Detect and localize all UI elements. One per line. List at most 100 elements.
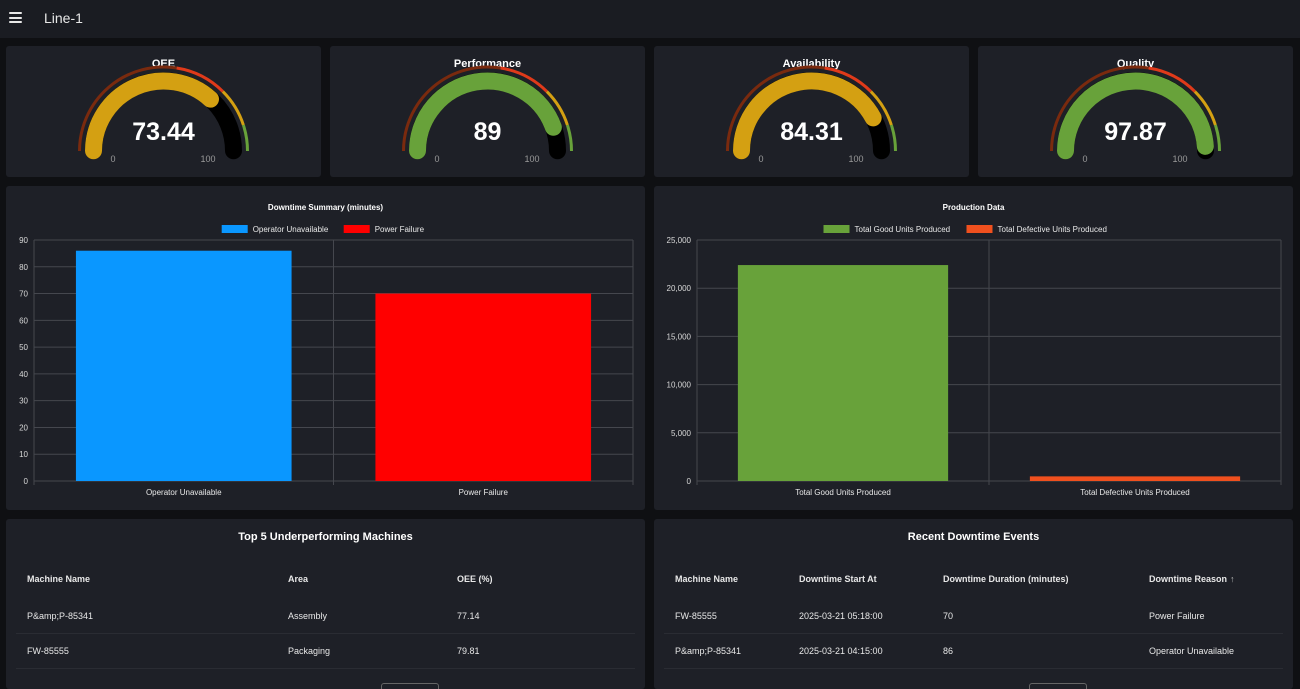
gauge-quality: 97.87 0 100 xyxy=(1050,65,1221,164)
arrow-up-icon[interactable]: ↑ xyxy=(1230,574,1235,584)
legend-swatch xyxy=(966,225,993,233)
gauge-band-segment xyxy=(1193,90,1217,126)
gauge-max-label: 100 xyxy=(524,154,539,164)
gauge-max-label: 100 xyxy=(200,154,215,164)
gauge-value-arc xyxy=(1057,72,1214,160)
gauge-band-segment xyxy=(726,65,825,152)
table-row[interactable]: FW-85555 Packaging 79.81 xyxy=(16,633,635,669)
legend-label: Total Defective Units Produced xyxy=(998,225,1107,234)
column-header-label: Downtime Reason xyxy=(1149,574,1228,584)
table-header-row: Machine Name Area OEE (%) xyxy=(16,559,635,599)
gauge-max-label: 100 xyxy=(848,154,863,164)
gauge-band-segment xyxy=(402,65,501,152)
gauge-panel-quality: Quality 97.87 0 100 xyxy=(978,46,1293,177)
pagination-control[interactable] xyxy=(1029,683,1087,689)
underperforming-machines-panel: Top 5 Underperforming Machines Machine N… xyxy=(6,519,645,689)
gauge-band-segment xyxy=(221,90,245,126)
column-header[interactable]: OEE (%) xyxy=(457,574,493,584)
top-bar: Line-1 xyxy=(0,0,1300,38)
legend-swatch xyxy=(221,225,248,233)
cell-machine-name: P&amp;P-85341 xyxy=(664,633,788,669)
cell-area: Packaging xyxy=(277,633,446,669)
cell-start-at: 2025-03-21 04:15:00 xyxy=(788,633,932,669)
bar xyxy=(737,265,949,481)
bar xyxy=(75,250,292,481)
legend-label: Operator Unavailable xyxy=(253,225,329,234)
gauge-panel-availability: Availability 84.31 0 100 xyxy=(654,46,969,177)
machines-table: Machine Name Area OEE (%) P&amp;P-85341 … xyxy=(16,559,635,669)
y-tick-label: 5,000 xyxy=(671,429,692,438)
table-header-row: Machine Name Downtime Start At Downtime … xyxy=(664,559,1283,599)
chart-title: Downtime Summary (minutes) xyxy=(268,203,383,212)
column-header[interactable]: Machine Name xyxy=(675,574,739,584)
gauge-value-arc xyxy=(85,72,220,160)
chart-title: Production Data xyxy=(943,203,1005,212)
gauge-band-segment xyxy=(545,90,569,126)
gauge-value-arc xyxy=(409,72,562,160)
cell-reason: Power Failure xyxy=(1138,599,1283,634)
cell-duration: 86 xyxy=(932,633,1138,669)
gauge-oee: 73.44 0 100 xyxy=(78,65,249,164)
production-data-chart: Production Data Total Good Units Produced… xyxy=(667,203,1282,497)
cell-machine-name: FW-85555 xyxy=(16,633,277,669)
gauge-band-segment xyxy=(176,66,224,93)
column-header[interactable]: Machine Name xyxy=(27,574,91,584)
gauge-value-arc xyxy=(733,72,882,160)
cell-oee: 79.81 xyxy=(446,633,635,669)
table-title: Top 5 Underperforming Machines xyxy=(238,531,413,543)
gauge-min-label: 0 xyxy=(758,154,763,164)
gauge-panel-oee: OEE 73.44 0 100 xyxy=(6,46,321,177)
gauge-min-label: 0 xyxy=(110,154,115,164)
cell-area: Assembly xyxy=(277,599,446,634)
column-header[interactable]: Downtime Start At xyxy=(799,574,877,584)
y-tick-label: 25,000 xyxy=(667,236,692,245)
gauge-value: 84.31 xyxy=(780,118,843,146)
gauge-value: 97.87 xyxy=(1104,118,1167,146)
table-title: Recent Downtime Events xyxy=(907,531,1040,543)
hamburger-menu-icon[interactable] xyxy=(9,12,22,23)
gauge-band-segment xyxy=(869,90,893,126)
gauge-band-segment xyxy=(889,124,897,152)
table-row[interactable]: P&amp;P-85341 2025-03-21 04:15:00 86 Ope… xyxy=(664,633,1283,669)
x-tick-label: Total Good Units Produced xyxy=(795,488,891,497)
column-header[interactable]: Area xyxy=(288,574,309,584)
y-tick-label: 40 xyxy=(19,370,28,379)
recent-downtime-panel: Recent Downtime Events Machine Name Down… xyxy=(654,519,1293,689)
gauge-band-segment xyxy=(78,65,177,152)
gauge-band-segment xyxy=(1213,124,1221,152)
table-row[interactable]: FW-85555 2025-03-21 05:18:00 70 Power Fa… xyxy=(664,599,1283,634)
column-header[interactable]: Downtime Duration (minutes) xyxy=(943,574,1069,584)
gauge-value: 73.44 xyxy=(132,118,195,146)
legend-label: Power Failure xyxy=(375,225,425,234)
x-tick-label: Power Failure xyxy=(459,488,509,497)
app-title: Line-1 xyxy=(44,10,83,26)
pagination-control[interactable] xyxy=(381,683,439,689)
table-row[interactable]: P&amp;P-85341 Assembly 77.14 xyxy=(16,599,635,634)
cell-start-at: 2025-03-21 05:18:00 xyxy=(788,599,932,634)
y-tick-label: 70 xyxy=(19,290,28,299)
gauge-band-segment xyxy=(565,124,573,152)
legend-swatch xyxy=(823,225,850,233)
column-header-downtime-reason[interactable]: Downtime Reason ↑ xyxy=(1138,559,1283,599)
cell-machine-name: FW-85555 xyxy=(664,599,788,634)
gauge-band-segment xyxy=(824,66,872,93)
gauge-min-label: 0 xyxy=(434,154,439,164)
y-tick-label: 10,000 xyxy=(667,381,692,390)
legend-swatch xyxy=(343,225,370,233)
y-tick-label: 90 xyxy=(19,236,28,245)
bar xyxy=(375,293,592,481)
downtime-summary-panel: Downtime Summary (minutes) Operator Unava… xyxy=(6,186,645,510)
production-data-panel: Production Data Total Good Units Produced… xyxy=(654,186,1293,510)
gauge-availability: 84.31 0 100 xyxy=(726,65,897,164)
gauge-band-segment xyxy=(1148,66,1196,93)
gauge-band-segment xyxy=(241,124,249,152)
downtime-events-table: Machine Name Downtime Start At Downtime … xyxy=(664,559,1283,669)
gauge-min-label: 0 xyxy=(1082,154,1087,164)
cell-oee: 77.14 xyxy=(446,599,635,634)
gauge-band-segment xyxy=(500,66,548,93)
downtime-summary-chart: Downtime Summary (minutes) Operator Unava… xyxy=(19,203,634,497)
gauge-max-label: 100 xyxy=(1172,154,1187,164)
y-tick-label: 30 xyxy=(19,397,28,406)
gauge-value: 89 xyxy=(474,118,502,146)
gauge-panel-performance: Performance 89 0 100 xyxy=(330,46,645,177)
